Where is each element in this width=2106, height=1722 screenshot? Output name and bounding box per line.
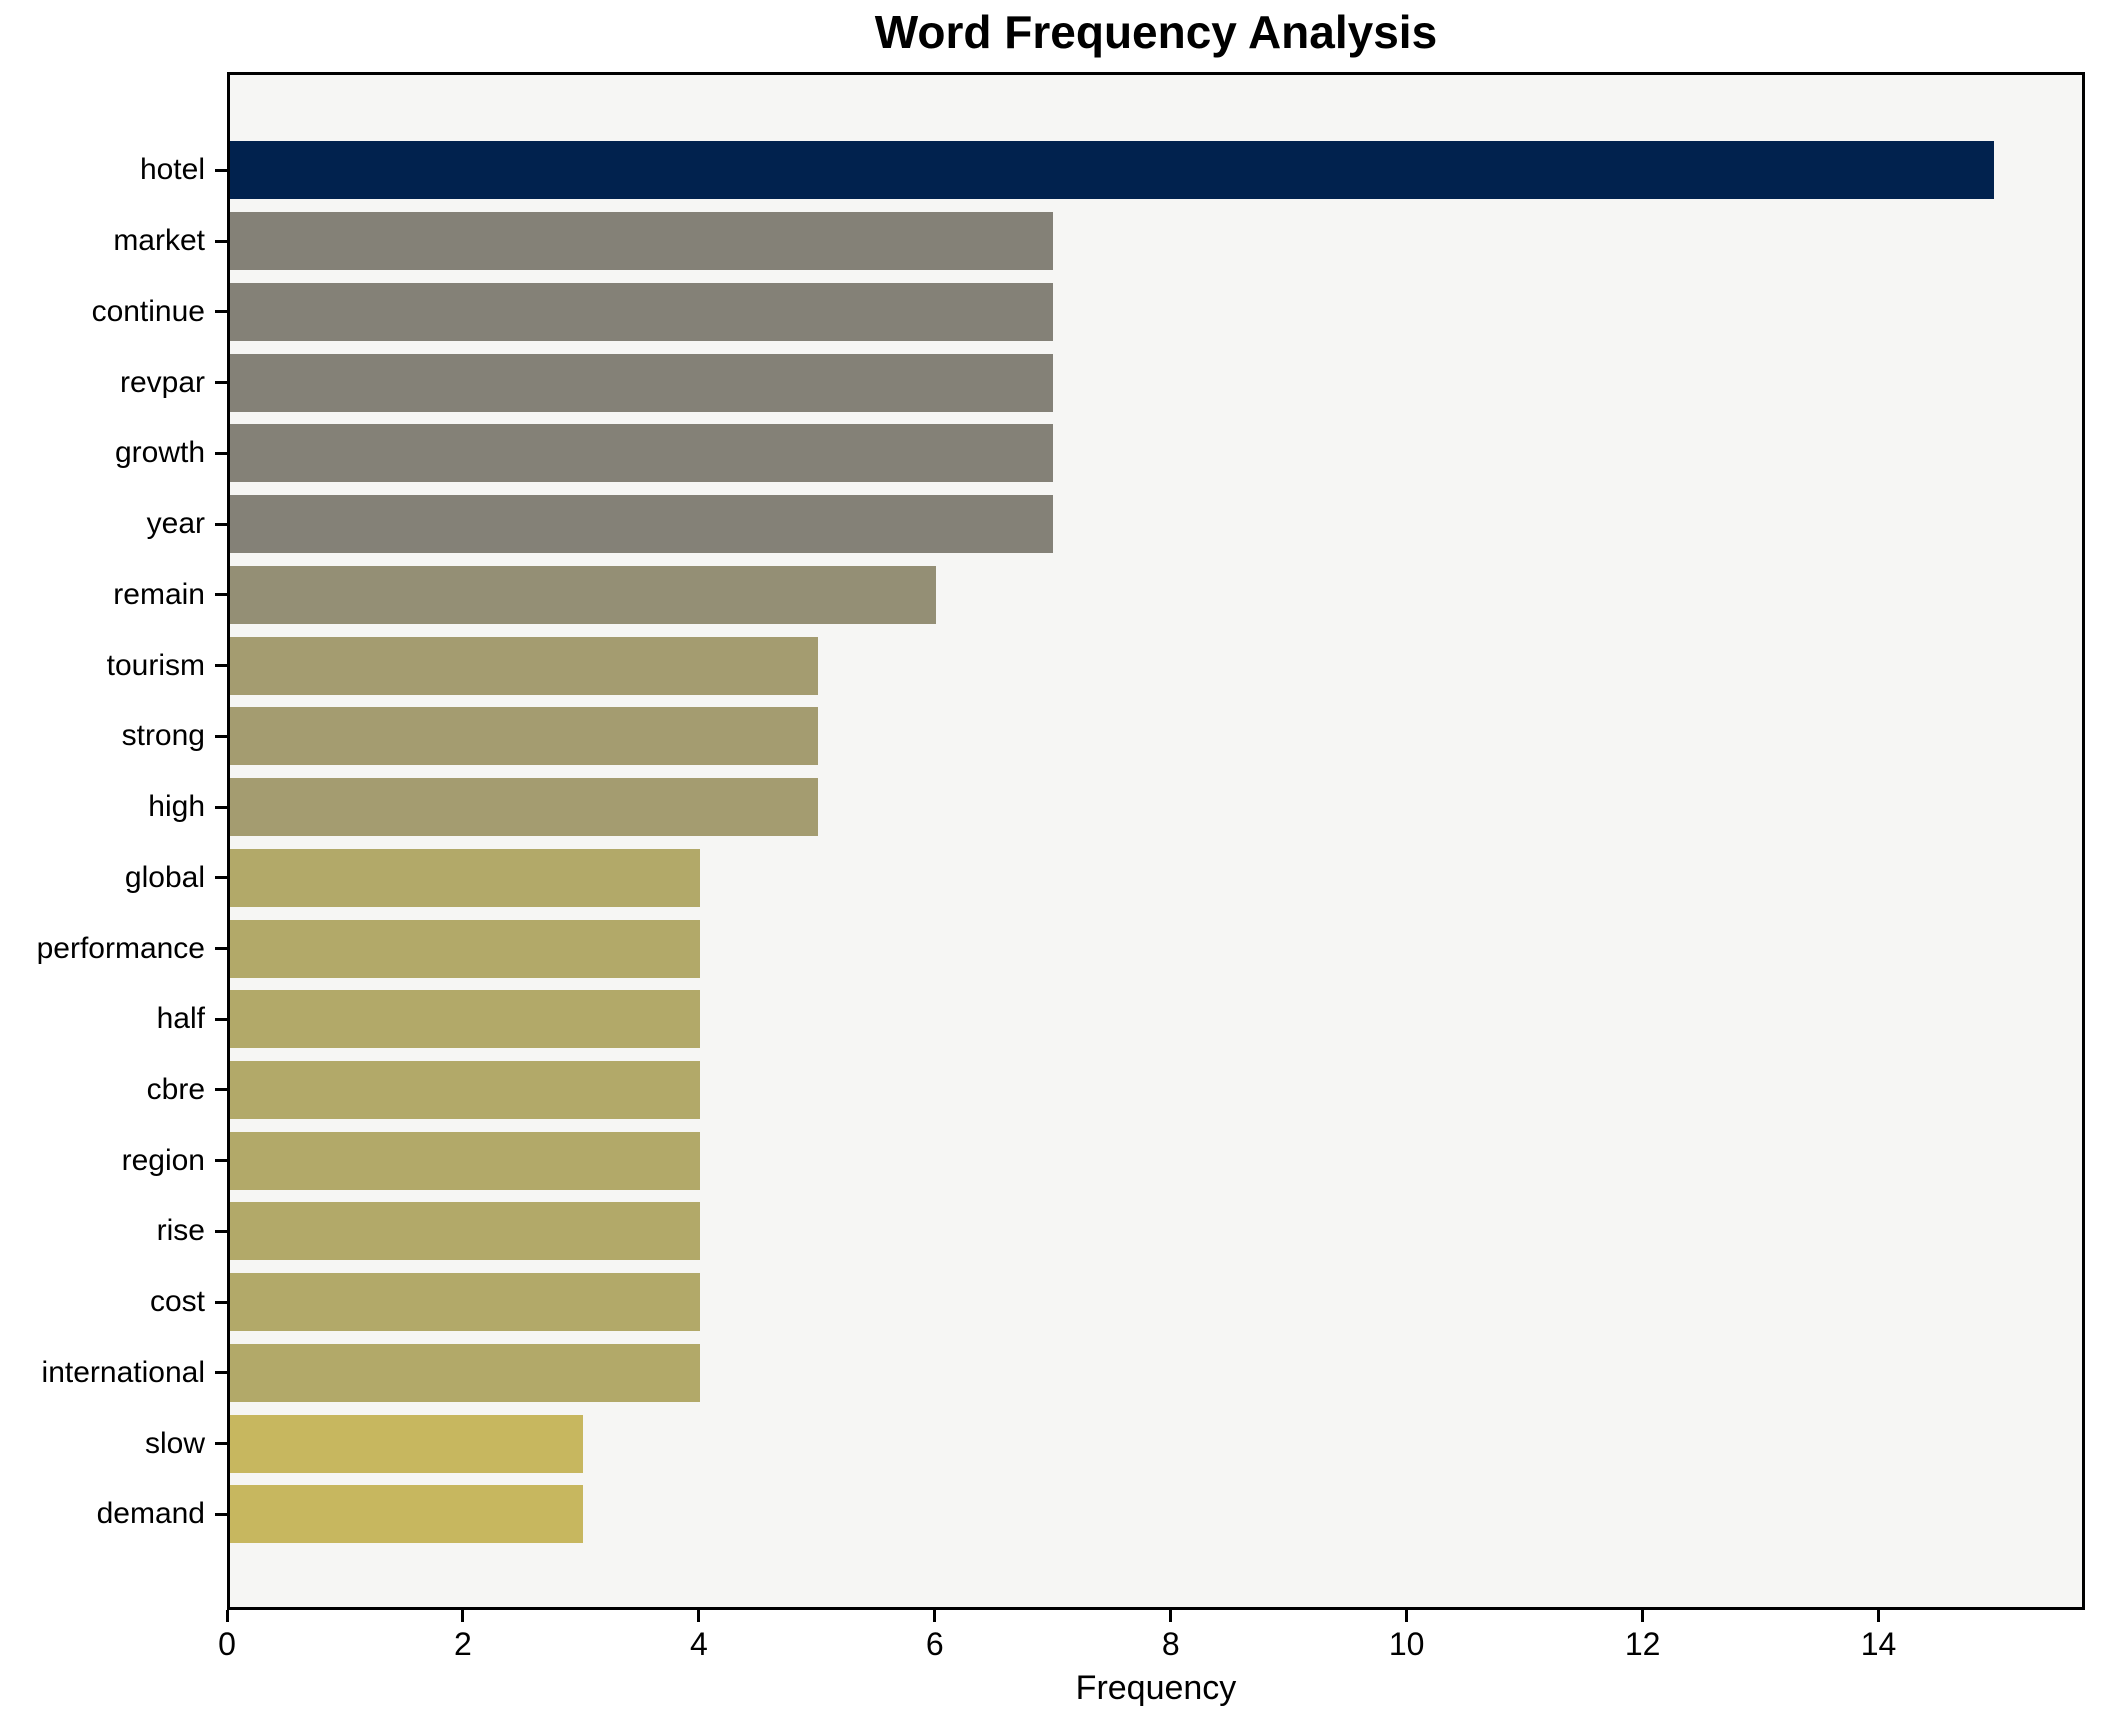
bar-slow xyxy=(230,1414,583,1473)
y-tick-mark xyxy=(215,1371,227,1375)
bar-half xyxy=(230,990,701,1049)
y-tick-mark xyxy=(215,664,227,668)
y-tick-label-remain: remain xyxy=(113,577,205,611)
bar-high xyxy=(230,778,818,837)
bar-rise xyxy=(230,1202,701,1261)
y-tick-mark xyxy=(215,381,227,385)
y-tick-label-continue: continue xyxy=(91,294,205,328)
y-tick-mark xyxy=(215,1229,227,1233)
y-tick-label-tourism: tourism xyxy=(106,648,205,682)
x-tick-mark xyxy=(697,1610,701,1622)
y-tick-label-slow: slow xyxy=(144,1426,205,1460)
y-tick-mark xyxy=(215,734,227,738)
x-axis-label: Frequency xyxy=(1075,1669,1237,1707)
y-tick-mark xyxy=(215,1512,227,1516)
y-tick-label-revpar: revpar xyxy=(119,365,205,399)
x-tick-label-8: 8 xyxy=(1161,1626,1180,1662)
x-tick-label-14: 14 xyxy=(1860,1626,1897,1662)
y-tick-label-cost: cost xyxy=(149,1285,205,1319)
bar-performance xyxy=(230,919,701,978)
bar-year xyxy=(230,495,1054,554)
bar-cost xyxy=(230,1273,701,1332)
y-tick-mark xyxy=(215,522,227,526)
bar-strong xyxy=(230,707,818,766)
y-tick-label-strong: strong xyxy=(121,719,205,753)
y-tick-label-performance: performance xyxy=(36,931,205,965)
bar-continue xyxy=(230,282,1054,341)
plot-area xyxy=(227,72,2085,1610)
y-tick-label-market: market xyxy=(113,224,205,258)
bar-revpar xyxy=(230,353,1054,412)
y-tick-mark xyxy=(215,947,227,950)
x-tick-label-4: 4 xyxy=(689,1626,708,1662)
y-tick-label-region: region xyxy=(121,1143,205,1177)
y-tick-label-hotel: hotel xyxy=(139,153,205,187)
y-tick-label-rise: rise xyxy=(156,1214,205,1248)
y-tick-label-cbre: cbre xyxy=(146,1072,205,1106)
x-tick-label-2: 2 xyxy=(454,1626,472,1662)
y-tick-mark xyxy=(215,1300,227,1304)
y-tick-mark xyxy=(215,876,227,880)
x-tick-mark xyxy=(1641,1610,1645,1622)
x-tick-mark xyxy=(225,1610,229,1622)
x-tick-label-6: 6 xyxy=(925,1626,944,1662)
chart-title: Word Frequency Analysis xyxy=(874,6,1438,58)
y-tick-mark xyxy=(215,1159,227,1163)
bar-remain xyxy=(230,565,936,624)
y-tick-mark xyxy=(215,1017,227,1021)
y-tick-label-growth: growth xyxy=(114,436,205,470)
bar-hotel xyxy=(230,141,1994,200)
x-tick-mark xyxy=(461,1610,465,1622)
x-tick-mark xyxy=(1169,1610,1173,1622)
y-tick-mark xyxy=(215,168,227,172)
x-tick-mark xyxy=(933,1610,937,1622)
bar-cbre xyxy=(230,1060,701,1119)
x-tick-mark xyxy=(1405,1610,1409,1622)
bar-global xyxy=(230,848,701,907)
y-tick-mark xyxy=(215,451,227,455)
x-tick-label-10: 10 xyxy=(1388,1626,1425,1662)
y-tick-label-high: high xyxy=(148,790,205,824)
y-tick-mark xyxy=(215,1442,227,1446)
bar-market xyxy=(230,212,1054,271)
y-tick-label-demand: demand xyxy=(96,1497,205,1531)
y-tick-mark xyxy=(215,1088,227,1092)
y-tick-label-international: international xyxy=(41,1355,205,1389)
x-tick-mark xyxy=(1877,1610,1881,1622)
y-tick-mark xyxy=(215,593,227,597)
bar-tourism xyxy=(230,636,818,695)
bar-growth xyxy=(230,424,1054,483)
y-tick-mark xyxy=(215,310,227,314)
x-tick-label-12: 12 xyxy=(1624,1626,1661,1662)
y-tick-label-global: global xyxy=(124,860,205,894)
bar-demand xyxy=(230,1485,583,1544)
bar-region xyxy=(230,1131,701,1190)
y-tick-mark xyxy=(215,805,227,809)
y-tick-label-year: year xyxy=(146,507,205,541)
x-tick-label-0: 0 xyxy=(218,1626,236,1662)
y-tick-mark xyxy=(215,239,227,243)
bar-international xyxy=(230,1343,701,1402)
y-tick-label-half: half xyxy=(156,1002,205,1036)
